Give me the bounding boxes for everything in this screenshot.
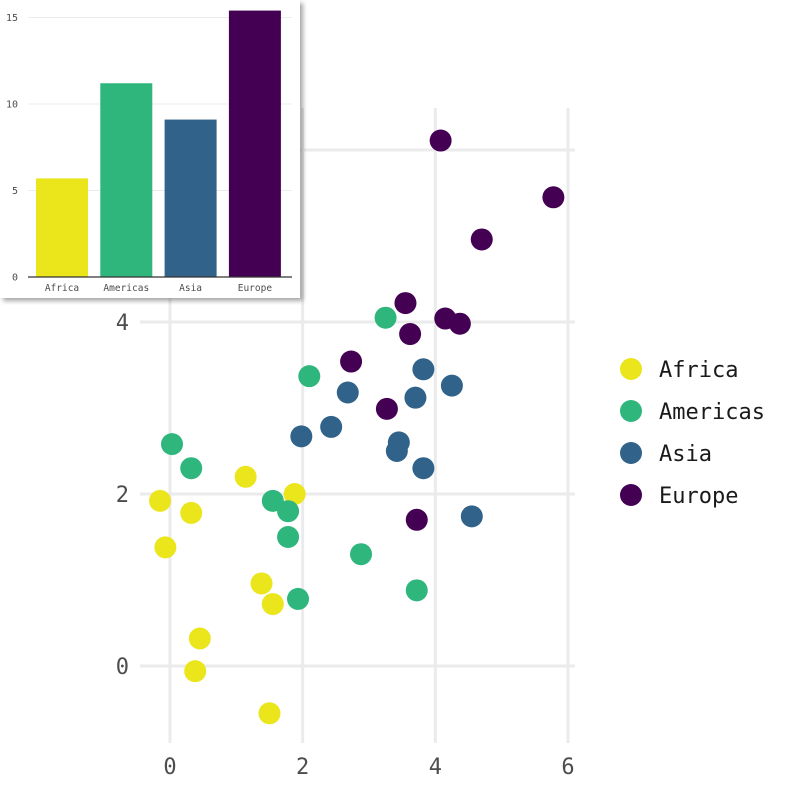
scatter-point-europe bbox=[340, 350, 363, 373]
scatter-point-asia bbox=[440, 374, 463, 397]
scatter-point-africa bbox=[149, 489, 172, 512]
scatter-point-americas bbox=[277, 500, 300, 523]
scatter-point-africa bbox=[188, 627, 211, 650]
scatter-point-americas bbox=[405, 579, 428, 602]
x-tick-label: 0 bbox=[163, 755, 176, 780]
scatter-point-europe bbox=[405, 508, 428, 531]
scatter-point-africa bbox=[250, 572, 273, 595]
bar-europe bbox=[228, 10, 281, 278]
bar-asia bbox=[164, 119, 217, 277]
bar-y-tick-label: 0 bbox=[12, 273, 18, 284]
scatter-point-asia bbox=[412, 358, 435, 381]
scatter-point-americas bbox=[180, 457, 203, 480]
x-tick-label: 6 bbox=[561, 755, 574, 780]
scatter-point-africa bbox=[234, 465, 257, 488]
inset-bar-chart: 0 5 10 15 Africa Americas Asia Europe bbox=[0, 0, 300, 298]
scatter-legend: Africa Americas Asia Europe bbox=[620, 358, 765, 509]
scatter-point-europe bbox=[470, 228, 493, 251]
scatter-point-africa bbox=[261, 593, 284, 616]
scatter-point-africa bbox=[283, 483, 306, 505]
scatter-point-asia bbox=[290, 425, 313, 448]
legend-label: Africa bbox=[659, 358, 738, 383]
legend-label: Americas bbox=[659, 400, 765, 425]
legend-label: Asia bbox=[659, 442, 712, 467]
legend-label: Europe bbox=[659, 484, 738, 509]
scatter-point-asia bbox=[320, 415, 343, 438]
y-tick-label: 4 bbox=[116, 311, 129, 336]
scatter-point-europe bbox=[394, 292, 417, 315]
scatter-point-americas bbox=[287, 587, 310, 610]
legend-key-americas bbox=[620, 400, 642, 422]
bar-x-tick-label: Americas bbox=[103, 283, 149, 294]
x-tick-label: 2 bbox=[296, 755, 309, 780]
y-tick-label: 2 bbox=[116, 483, 129, 508]
scatter-point-asia bbox=[385, 440, 408, 462]
scatter-point-europe bbox=[448, 312, 471, 335]
scatter-point-asia bbox=[460, 505, 483, 528]
legend-key-asia bbox=[620, 442, 642, 464]
scatter-points bbox=[149, 129, 565, 725]
bar-y-tick-label: 5 bbox=[12, 186, 18, 197]
scatter-point-asia bbox=[412, 457, 435, 480]
bar-x-tick-label: Africa bbox=[45, 283, 79, 294]
scatter-point-americas bbox=[160, 433, 183, 456]
bar-marks bbox=[28, 10, 292, 278]
scatter-point-americas bbox=[277, 526, 300, 548]
scatter-point-europe bbox=[375, 397, 398, 420]
legend-key-europe bbox=[620, 484, 642, 506]
legend-key-africa bbox=[620, 358, 642, 380]
scatter-point-asia bbox=[336, 381, 359, 404]
bar-y-tick-label: 15 bbox=[6, 13, 18, 24]
scatter-point-americas bbox=[350, 543, 373, 566]
bar-y-tick-label: 10 bbox=[6, 100, 18, 111]
scatter-point-africa bbox=[180, 501, 203, 524]
y-tick-label: 0 bbox=[116, 655, 129, 680]
scatter-gridlines bbox=[140, 108, 575, 743]
scatter-tick-labels: 0 2 4 6 0 2 4 bbox=[116, 311, 575, 780]
bar-tick-labels: 0 5 10 15 Africa Americas Asia Europe bbox=[6, 13, 272, 294]
scatter-point-europe bbox=[542, 186, 565, 209]
scatter-point-asia bbox=[404, 386, 427, 409]
scatter-point-europe bbox=[399, 323, 422, 346]
scatter-point-americas bbox=[374, 306, 397, 329]
bar-x-tick-label: Europe bbox=[238, 283, 273, 294]
x-tick-label: 4 bbox=[429, 755, 442, 780]
bar-americas bbox=[100, 83, 153, 278]
bar-africa bbox=[36, 178, 88, 277]
scatter-point-europe bbox=[429, 129, 452, 152]
scatter-point-africa bbox=[184, 660, 207, 683]
scatter-point-africa bbox=[258, 702, 281, 725]
scatter-point-africa bbox=[154, 536, 177, 559]
scatter-point-americas bbox=[298, 365, 321, 388]
bar-x-tick-label: Asia bbox=[179, 283, 202, 294]
